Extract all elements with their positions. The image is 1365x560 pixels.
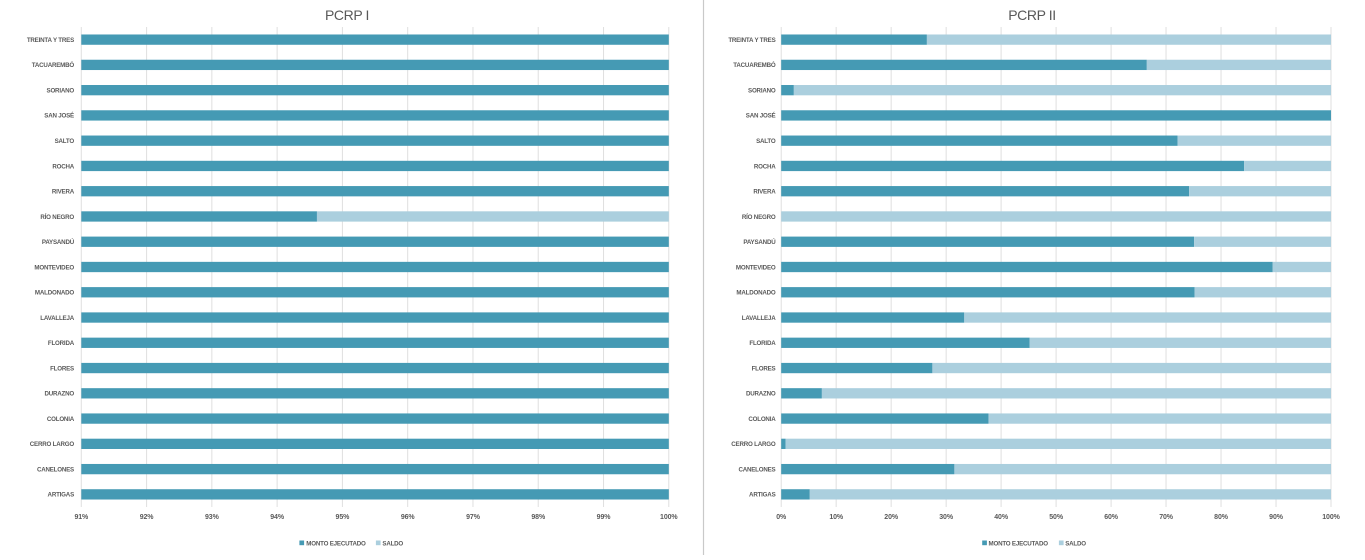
svg-text:MALDONADO: MALDONADO: [35, 290, 74, 297]
svg-text:RIVERA: RIVERA: [753, 189, 776, 196]
svg-text:0%: 0%: [776, 514, 787, 521]
svg-text:97%: 97%: [466, 514, 481, 521]
svg-text:CANELONES: CANELONES: [37, 466, 74, 473]
svg-text:PAYSANDÚ: PAYSANDÚ: [42, 239, 75, 246]
svg-text:ARTIGAS: ARTIGAS: [48, 492, 75, 499]
svg-text:FLORES: FLORES: [752, 365, 776, 372]
svg-text:99%: 99%: [597, 514, 612, 521]
svg-text:90%: 90%: [1269, 514, 1284, 521]
svg-text:93%: 93%: [205, 514, 220, 521]
svg-text:80%: 80%: [1214, 514, 1229, 521]
svg-text:TACUAREMBÓ: TACUAREMBÓ: [32, 61, 75, 69]
svg-text:DURAZNO: DURAZNO: [746, 391, 776, 398]
svg-text:TREINTA Y TRES: TREINTA Y TRES: [728, 37, 775, 44]
svg-text:SALTO: SALTO: [55, 138, 75, 145]
svg-text:PCRP II: PCRP II: [1008, 7, 1056, 23]
svg-text:30%: 30%: [939, 514, 954, 521]
svg-text:95%: 95%: [336, 514, 351, 521]
svg-text:MONTEVIDEO: MONTEVIDEO: [34, 264, 74, 271]
svg-text:CERRO LARGO: CERRO LARGO: [731, 441, 776, 448]
svg-text:CANELONES: CANELONES: [738, 466, 775, 473]
svg-text:FLORES: FLORES: [50, 365, 74, 372]
svg-text:SORIANO: SORIANO: [47, 87, 75, 94]
svg-text:ARTIGAS: ARTIGAS: [749, 492, 776, 499]
svg-text:96%: 96%: [401, 514, 416, 521]
svg-text:SALDO: SALDO: [1065, 540, 1086, 547]
svg-text:CERRO LARGO: CERRO LARGO: [30, 441, 75, 448]
svg-text:MALDONADO: MALDONADO: [736, 290, 775, 297]
svg-text:ROCHA: ROCHA: [52, 163, 74, 170]
svg-text:SAN JOSÉ: SAN JOSÉ: [44, 112, 74, 120]
svg-text:70%: 70%: [1159, 514, 1174, 521]
svg-text:SALDO: SALDO: [382, 540, 403, 547]
svg-text:60%: 60%: [1104, 514, 1119, 521]
svg-text:10%: 10%: [829, 514, 844, 521]
svg-text:PAYSANDÚ: PAYSANDÚ: [743, 239, 776, 246]
svg-text:DURAZNO: DURAZNO: [44, 391, 74, 398]
svg-text:50%: 50%: [1049, 514, 1064, 521]
svg-text:92%: 92%: [140, 514, 155, 521]
svg-text:SORIANO: SORIANO: [748, 87, 776, 94]
svg-text:COLONIA: COLONIA: [748, 416, 776, 423]
svg-text:LAVALLEJA: LAVALLEJA: [40, 315, 74, 322]
svg-text:20%: 20%: [884, 514, 899, 521]
svg-text:RÍO NEGRO: RÍO NEGRO: [742, 213, 776, 221]
svg-text:98%: 98%: [531, 514, 546, 521]
svg-text:40%: 40%: [994, 514, 1009, 521]
svg-text:LAVALLEJA: LAVALLEJA: [742, 315, 776, 322]
svg-text:MONTO EJECUTADO: MONTO EJECUTADO: [306, 540, 366, 547]
svg-text:94%: 94%: [270, 514, 285, 521]
svg-text:SAN JOSÉ: SAN JOSÉ: [746, 112, 776, 120]
svg-text:100%: 100%: [660, 514, 678, 521]
svg-text:RÍO NEGRO: RÍO NEGRO: [40, 213, 74, 221]
svg-text:100%: 100%: [1322, 514, 1340, 521]
svg-text:ROCHA: ROCHA: [754, 163, 776, 170]
svg-text:MONTEVIDEO: MONTEVIDEO: [736, 264, 776, 271]
svg-text:TREINTA Y TRES: TREINTA Y TRES: [27, 37, 74, 44]
svg-text:FLORIDA: FLORIDA: [749, 340, 776, 347]
svg-text:SALTO: SALTO: [756, 138, 776, 145]
svg-text:TACUAREMBÓ: TACUAREMBÓ: [733, 61, 776, 69]
svg-text:MONTO EJECUTADO: MONTO EJECUTADO: [989, 540, 1049, 547]
svg-text:PCRP I: PCRP I: [325, 7, 369, 23]
svg-text:COLONIA: COLONIA: [47, 416, 75, 423]
svg-text:FLORIDA: FLORIDA: [48, 340, 75, 347]
svg-text:RIVERA: RIVERA: [52, 189, 75, 196]
svg-text:91%: 91%: [74, 514, 89, 521]
